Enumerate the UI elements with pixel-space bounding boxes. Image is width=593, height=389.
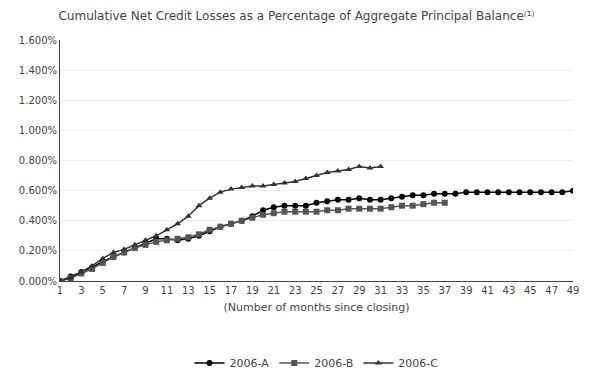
svg-text:45: 45 bbox=[524, 285, 537, 296]
svg-text:25: 25 bbox=[310, 285, 323, 296]
svg-text:2006-A: 2006-A bbox=[230, 357, 270, 370]
svg-text:1.000%: 1.000% bbox=[19, 125, 57, 136]
svg-text:29: 29 bbox=[353, 285, 366, 296]
svg-text:5: 5 bbox=[100, 285, 106, 296]
svg-text:27: 27 bbox=[332, 285, 345, 296]
svg-text:2006-B: 2006-B bbox=[314, 357, 353, 370]
svg-text:(Number of months since closin: (Number of months since closing) bbox=[224, 301, 410, 314]
svg-text:39: 39 bbox=[460, 285, 473, 296]
svg-text:13: 13 bbox=[182, 285, 195, 296]
svg-text:1: 1 bbox=[57, 285, 63, 296]
svg-text:2006-C: 2006-C bbox=[398, 357, 438, 370]
svg-text:0.200%: 0.200% bbox=[19, 245, 57, 256]
svg-text:41: 41 bbox=[481, 285, 494, 296]
svg-text:7: 7 bbox=[121, 285, 127, 296]
svg-text:33: 33 bbox=[396, 285, 409, 296]
svg-text:17: 17 bbox=[225, 285, 238, 296]
svg-text:31: 31 bbox=[374, 285, 387, 296]
svg-text:23: 23 bbox=[289, 285, 302, 296]
svg-text:49: 49 bbox=[567, 285, 580, 296]
svg-text:43: 43 bbox=[503, 285, 516, 296]
svg-text:0.000%: 0.000% bbox=[19, 276, 57, 287]
svg-text:0.400%: 0.400% bbox=[19, 215, 57, 226]
svg-text:3: 3 bbox=[78, 285, 84, 296]
svg-text:0.600%: 0.600% bbox=[19, 185, 57, 196]
svg-text:Cumulative Net Credit Losses a: Cumulative Net Credit Losses as a Percen… bbox=[58, 9, 534, 23]
svg-text:35: 35 bbox=[417, 285, 430, 296]
svg-text:1.400%: 1.400% bbox=[19, 65, 57, 76]
svg-text:19: 19 bbox=[246, 285, 259, 296]
svg-text:15: 15 bbox=[203, 285, 216, 296]
svg-text:21: 21 bbox=[267, 285, 280, 296]
svg-text:1.600%: 1.600% bbox=[19, 35, 57, 46]
svg-text:37: 37 bbox=[438, 285, 451, 296]
svg-text:11: 11 bbox=[161, 285, 174, 296]
svg-text:1.200%: 1.200% bbox=[19, 95, 57, 106]
svg-text:0.800%: 0.800% bbox=[19, 155, 57, 166]
svg-text:9: 9 bbox=[142, 285, 148, 296]
svg-text:47: 47 bbox=[545, 285, 558, 296]
